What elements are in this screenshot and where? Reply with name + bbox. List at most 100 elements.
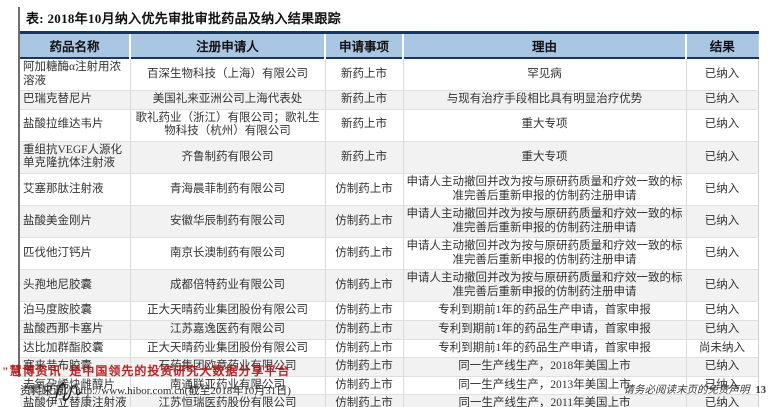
table-row: 去氧孕烯炔雌醇片 南通联亚药业有限公司 仿制药上市 同一生产线生产，2013年美国上市… [20,376,758,395]
reason-cell: 申请人主动撤回并改为按与原研药质量和疗效一致的标准完善后重新申报的仿制药注册申请 [403,205,687,238]
application-item-cell: 仿制药上市 [325,320,404,340]
application-item-cell: 仿制药上市 [325,205,404,238]
table-body: 阿加糖酶α注射用浓溶液 百深生物科技（上海）有限公司 新药上市 罕见病 已纳入 巴瑞克替尼… [20,58,758,407]
applicant-cell: 齐鲁制药有限公司 [130,141,326,174]
footer-date-note: (截至2018年10月31日) [184,385,291,397]
reason-cell: 专利到期前1年的药品生产申请，首家申报 [403,339,687,358]
reason-cell: 同一生产线生产，2013年美国上市 [403,376,687,395]
table-row: 艾塞那肽注射液 青海晨菲制药有限公司 仿制药上市 申请人主动撤回并改为按与原研药质量和… [20,173,758,206]
applicant-cell: 百深生物科技（上海）有限公司 [130,58,326,91]
application-item-cell: 新药上市 [325,90,404,110]
header-application-item: 申请事项 [325,32,404,58]
table-row: 泊马度胺胶囊 正大天晴药业集团股份有限公司 仿制药上市 专利到期前1年的药品生产申请，… [20,301,758,321]
result-cell: 已纳入 [704,182,740,195]
drug-name-cell: 重组抗VEGF人源化单克隆抗体注射液 [20,141,131,174]
table-row: 塞来昔布胶囊 石药集团欧意药业有限公司 仿制药上市 同一生产线生产，2018年美国上市… [20,357,758,377]
result-cell: 已纳入 [704,93,740,106]
table-row: 盐酸伊立替康注射液 江苏恒瑞医药股份有限公司 仿制药上市 同一生产线生产，2011年美… [20,394,758,407]
reason-cell: 专利到期前1年的药品生产申请，首家申报 [403,320,687,340]
table-row: 巴瑞克替尼片 美国礼来亚洲公司上海代表处 新药上市 与现有治疗手段相比具有明显治疗优势… [20,90,758,110]
disclaimer-text: 请务必阅读末页的免责声明 [623,385,750,396]
applicant-cell: 江苏嘉逸医药有限公司 [130,320,326,340]
table-row: 盐酸拉维达韦片 歌礼药业（浙江）有限公司；歌礼生物科技（杭州）有限公司 新药上市 重大… [20,109,758,142]
reason-cell: 申请人主动撤回并改为按与原研药质量和疗效一致的标准完善后重新申报的仿制药注册申请 [403,237,687,270]
applicant-cell: 歌礼药业（浙江）有限公司；歌礼生物科技（杭州）有限公司 [130,109,326,142]
reason-cell: 重大专项 [403,141,687,174]
application-item-cell: 新药上市 [325,141,404,174]
left-rule-divider [18,7,20,377]
table-row: 头孢地尼胶囊 成都倍特药业有限公司 仿制药上市 申请人主动撤回并改为按与原研药质量和疗… [20,269,758,302]
table-section: 表: 2018年10月纳入优先审批审批药品及纳入结果跟踪 药品名称 注册申请人 … [20,6,760,407]
table-row: 阿加糖酶α注射用浓溶液 百深生物科技（上海）有限公司 新药上市 罕见病 已纳入 [20,58,758,91]
header-drug-name: 药品名称 [20,32,131,58]
reason-cell: 罕见病 [403,58,687,91]
applicant-cell: 成都倍特药业有限公司 [130,269,326,302]
reason-cell: 同一生产线生产，2018年美国上市 [403,357,687,377]
footer-source-prefix: 资料来源： [20,385,75,397]
footer-disclaimer: 请务必阅读末页的免责声明 13 [624,382,767,397]
table-header-row: 药品名称 注册申请人 申请事项 理由 结果 [20,32,758,58]
result-cell: 已纳入 [704,118,740,131]
reason-cell: 重大专项 [403,109,687,142]
applicant-cell: 正大天晴药业集团股份有限公司 [130,339,326,358]
header-reason: 理由 [403,32,687,58]
result-cell: 已纳入 [704,279,740,292]
drug-name-cell: 塞来昔布胶囊 [20,357,131,377]
result-cell: 尚未纳入 [699,341,745,354]
reason-cell: 申请人主动撤回并改为按与原研药质量和疗效一致的标准完善后重新申报的仿制药注册申请 [403,269,687,302]
drug-name-cell: 巴瑞克替尼片 [20,90,131,110]
reason-cell: 专利到期前1年的药品生产申请，首家申报 [403,301,687,321]
reason-cell: 同一生产线生产，2011年美国上市 [403,394,687,407]
page-number: 13 [755,385,767,396]
result-cell: 已纳入 [704,150,740,163]
result-cell: 已纳入 [704,304,740,317]
applicant-cell: 南通联亚药业有限公司 [130,376,326,395]
drug-name-cell: 匹伐他汀钙片 [20,237,131,270]
table-row: 盐酸美金刚片 安徽华辰制药有限公司 仿制药上市 申请人主动撤回并改为按与原研药质量和疗… [20,205,758,238]
application-item-cell: 仿制药上市 [325,237,404,270]
applicant-cell: 江苏恒瑞医药股份有限公司 [130,394,326,407]
drug-name-cell: 盐酸美金刚片 [20,205,131,238]
drug-name-cell: 艾塞那肽注射液 [20,173,131,206]
result-cell: 已纳入 [704,214,740,227]
application-item-cell: 仿制药上市 [325,376,404,395]
table-row: 匹伐他汀钙片 南京长澳制药有限公司 仿制药上市 申请人主动撤回并改为按与原研药质量和疗… [20,237,758,270]
application-item-cell: 新药上市 [325,58,404,91]
page-footer: 资料来源：http://www.hibor.com.cn(截至2018年10月3… [20,382,766,398]
application-item-cell: 仿制药上市 [325,357,404,377]
application-item-cell: 仿制药上市 [325,173,404,206]
header-applicant: 注册申请人 [130,32,326,58]
application-item-cell: 仿制药上市 [325,394,404,407]
drug-name-cell: 盐酸西那卡塞片 [20,320,131,340]
footer-source-url[interactable]: http://www.hibor.com.cn [75,385,185,397]
applicant-cell: 安徽华辰制药有限公司 [130,205,326,238]
table-title: 表: 2018年10月纳入优先审批审批药品及纳入结果跟踪 [26,11,341,26]
drug-name-cell: 达比加群酯胶囊 [20,339,131,358]
application-item-cell: 仿制药上市 [325,339,404,358]
result-cell: 已纳入 [704,397,740,407]
table-row: 盐酸西那卡塞片 江苏嘉逸医药有限公司 仿制药上市 专利到期前1年的药品生产申请，首家申… [20,320,758,340]
drug-name-cell: 盐酸拉维达韦片 [20,109,131,142]
result-cell: 已纳入 [704,323,740,335]
drug-name-cell: 泊马度胺胶囊 [20,301,131,321]
reason-cell: 与现有治疗手段相比具有明显治疗优势 [403,90,687,110]
applicant-cell: 美国礼来亚洲公司上海代表处 [130,90,326,110]
table-row: 达比加群酯胶囊 正大天晴药业集团股份有限公司 仿制药上市 专利到期前1年的药品生产申请… [20,339,758,358]
result-cell: 已纳入 [704,246,740,259]
applicant-cell: 青海晨菲制药有限公司 [130,173,326,206]
table-row: 重组抗VEGF人源化单克隆抗体注射液 齐鲁制药有限公司 新药上市 重大专项 已纳入 [20,141,758,174]
priority-review-table: 药品名称 注册申请人 申请事项 理由 结果 阿加糖酶α注射用浓溶液 百深生物科技（… [20,31,759,407]
header-result: 结果 [709,40,735,54]
application-item-cell: 新药上市 [325,109,404,142]
result-cell: 已纳入 [704,378,740,391]
application-item-cell: 仿制药上市 [325,301,404,321]
applicant-cell: 石药集团欧意药业有限公司 [130,357,326,377]
drug-name-cell: 阿加糖酶α注射用浓溶液 [20,58,131,91]
application-item-cell: 仿制药上市 [325,269,404,302]
footer-source: 资料来源：http://www.hibor.com.cn(截至2018年10月3… [20,382,291,398]
drug-name-cell: 头孢地尼胶囊 [20,269,131,302]
table-header: 药品名称 注册申请人 申请事项 理由 结果 [20,32,758,58]
result-cell: 已纳入 [704,360,740,373]
applicant-cell: 正大天晴药业集团股份有限公司 [130,301,326,321]
